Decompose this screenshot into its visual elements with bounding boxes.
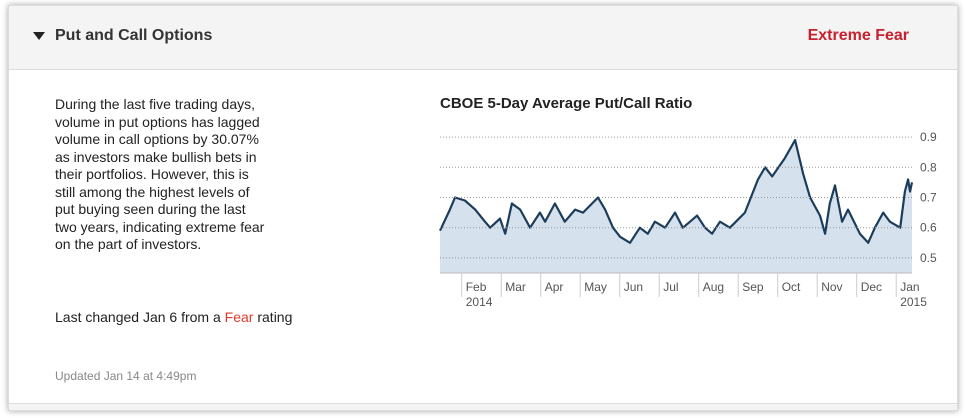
collapse-arrow[interactable] [33, 32, 45, 40]
y-tick-label: 0.7 [920, 191, 937, 205]
text-line: During the last five trading days, [55, 96, 255, 112]
chart-title: CBOE 5-Day Average Put/Call Ratio [440, 95, 692, 112]
x-tick-label: Oct [782, 280, 801, 294]
description: During the last five trading days, volume… [55, 96, 355, 254]
text: rating [257, 309, 293, 325]
x-tick-label: Aug [703, 280, 724, 294]
y-tick-label: 0.8 [920, 160, 937, 174]
last-changed: Last changed Jan 6 from a Fear rating [55, 308, 340, 326]
panel-header[interactable]: Put and Call Options Extreme Fear [9, 6, 957, 70]
y-tick-label: 0.9 [920, 130, 937, 144]
x-tick-label: Jan [900, 280, 919, 294]
y-tick-label: 0.6 [920, 221, 937, 235]
text-line: volume in put options has lagged [55, 113, 260, 130]
y-tick-label: 0.5 [920, 251, 937, 265]
updated: Updated Jan 14 at 4:49pm [55, 369, 197, 383]
x-tick-label: Nov [821, 280, 842, 294]
text-line: still among the highest levels of [55, 183, 250, 200]
x-tick-label: Sep [742, 280, 764, 294]
next-panel [9, 403, 957, 410]
x-tick-label: Feb [466, 280, 487, 294]
year-label: 2015 [900, 295, 927, 309]
year-label: 2014 [466, 295, 493, 309]
text-line: as investors make bullish bets in [55, 148, 257, 165]
rating: Extreme Fear [807, 27, 909, 44]
text-line: on the part of investors. [55, 236, 202, 252]
text-line: put buying seen during the last [55, 201, 246, 217]
text-line: volume in call options by 30.07% [55, 131, 259, 147]
text-line: their portfolios. However, this is [55, 166, 249, 182]
x-tick-label: Apr [545, 280, 564, 294]
rating-link[interactable]: Fear [224, 309, 254, 325]
x-tick-label: Mar [505, 280, 526, 294]
text-line: two years, indicating extreme fear [55, 218, 265, 235]
text: Last changed Jan 6 from a [55, 309, 221, 325]
x-tick-label: May [584, 280, 607, 294]
line [439, 139, 914, 244]
area [440, 140, 912, 273]
x-tick-label: Jun [624, 280, 643, 294]
panel-title: Put and Call Options [55, 27, 213, 44]
x-tick-label: Jul [663, 280, 678, 294]
x-tick-label: Dec [861, 280, 882, 294]
